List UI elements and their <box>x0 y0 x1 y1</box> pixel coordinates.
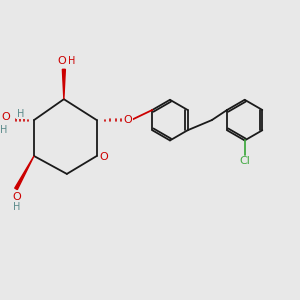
Polygon shape <box>15 156 34 190</box>
Text: O: O <box>13 192 21 202</box>
Polygon shape <box>62 69 65 99</box>
Text: O: O <box>1 112 10 122</box>
Text: H: H <box>68 56 75 66</box>
Text: Cl: Cl <box>239 156 250 167</box>
Text: O: O <box>99 152 108 163</box>
Text: O: O <box>57 56 66 66</box>
Text: H: H <box>17 109 24 118</box>
Text: O: O <box>124 115 133 125</box>
Text: H: H <box>0 125 7 135</box>
Text: H: H <box>13 202 21 212</box>
